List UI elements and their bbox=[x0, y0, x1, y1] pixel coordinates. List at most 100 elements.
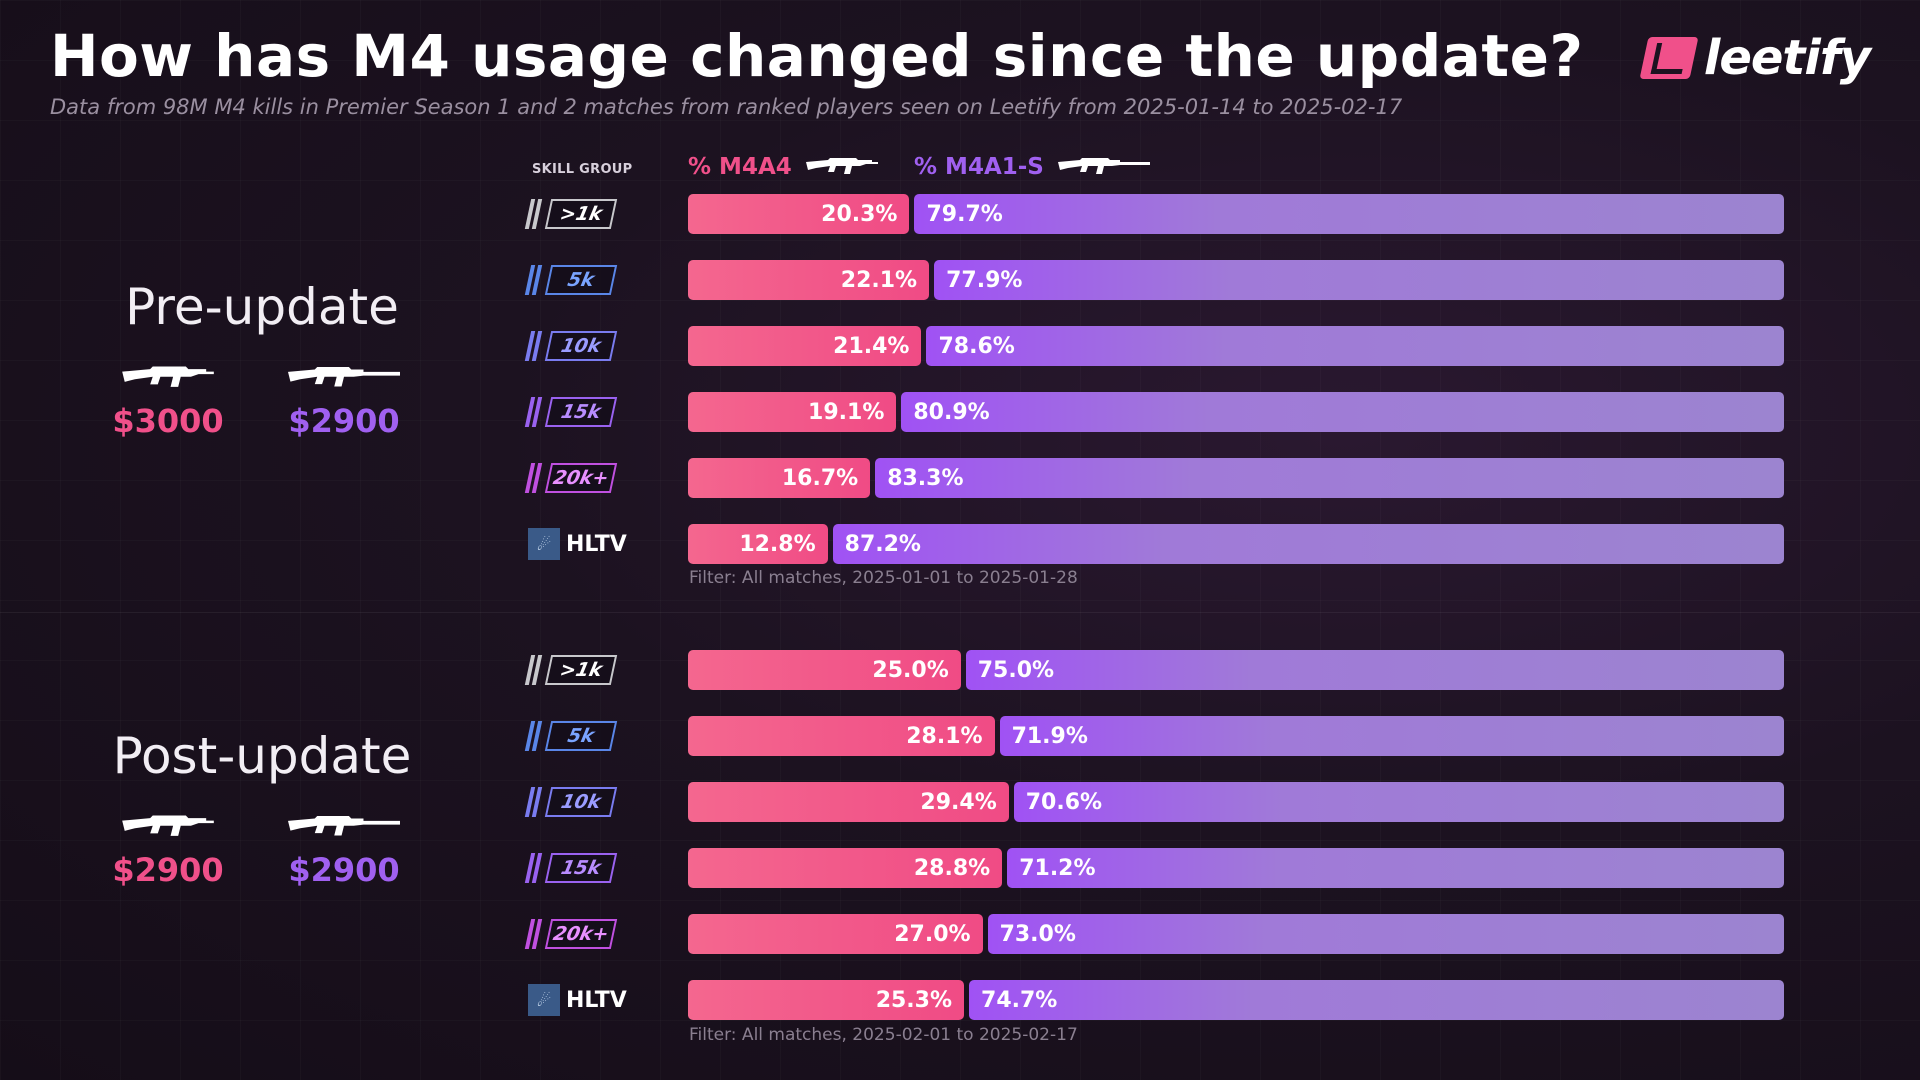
skill-group-badge: >1k bbox=[524, 655, 618, 685]
legend-m4a1s: % M4A1-S bbox=[914, 154, 1150, 180]
chart-row: 20k+ 27.0% 73.0% bbox=[524, 914, 1784, 954]
bar-m4a1s: 79.7% bbox=[914, 194, 1784, 234]
stacked-bar: 22.1% 77.9% bbox=[688, 260, 1784, 300]
rank-stripes-icon bbox=[524, 463, 544, 493]
bar-m4a4: 28.8% bbox=[688, 848, 1003, 888]
category-label: 15k bbox=[544, 397, 618, 427]
filter-note-post: Filter: All matches, 2025-02-01 to 2025-… bbox=[689, 1025, 1078, 1045]
price-post-m4a1s: $2900 bbox=[284, 813, 404, 889]
skill-group-badge: 5k bbox=[524, 265, 618, 295]
page-subtitle: Data from 98M M4 kills in Premier Season… bbox=[50, 95, 1403, 119]
bar-m4a4: 27.0% bbox=[688, 914, 983, 954]
rank-stripes-icon bbox=[524, 397, 544, 427]
legend-m4a4: % M4A4 bbox=[688, 154, 878, 180]
price-pre-m4a1s-value: $2900 bbox=[288, 402, 400, 440]
price-post-m4a4-value: $2900 bbox=[112, 851, 224, 889]
category-label: HLTV bbox=[566, 987, 627, 1013]
bar-m4a4: 19.1% bbox=[688, 392, 897, 432]
stacked-bar: 20.3% 79.7% bbox=[688, 194, 1784, 234]
bar-m4a1s: 74.7% bbox=[969, 980, 1784, 1020]
stacked-bar: 19.1% 80.9% bbox=[688, 392, 1784, 432]
category-label: 5k bbox=[544, 721, 618, 751]
bar-m4a4: 20.3% bbox=[688, 194, 910, 234]
chart-row: >1k 20.3% 79.7% bbox=[524, 194, 1784, 234]
category-label: 15k bbox=[544, 853, 618, 883]
category-label: 20k+ bbox=[544, 919, 618, 949]
m4a4-rifle-icon bbox=[805, 158, 878, 174]
leetify-logo-text: leetify bbox=[1703, 30, 1871, 86]
skill-group-header: SKILL GROUP bbox=[532, 162, 633, 177]
bar-m4a1s: 83.3% bbox=[875, 458, 1784, 498]
rank-stripes-icon bbox=[524, 655, 544, 685]
m4a1s-rifle-icon bbox=[288, 816, 400, 836]
stacked-bar: 25.3% 74.7% bbox=[688, 980, 1784, 1020]
chart-row: 10k 29.4% 70.6% bbox=[524, 782, 1784, 822]
rank-stripes-icon bbox=[524, 331, 544, 361]
category-label: 10k bbox=[544, 787, 618, 817]
m4a1s-rifle-icon bbox=[288, 367, 400, 387]
hltv-logo-icon: ☄ bbox=[528, 528, 560, 560]
bar-m4a4: 25.0% bbox=[688, 650, 961, 690]
chart-row: ☄ HLTV 12.8% 87.2% bbox=[528, 524, 1784, 564]
skill-group-badge: 5k bbox=[524, 721, 618, 751]
rank-stripes-icon bbox=[524, 199, 544, 229]
page-title: How has M4 usage changed since the updat… bbox=[50, 22, 1584, 90]
hltv-badge: ☄ HLTV bbox=[528, 528, 638, 560]
rank-stripes-icon bbox=[524, 853, 544, 883]
chart-row: 5k 22.1% 77.9% bbox=[524, 260, 1784, 300]
bar-m4a4: 16.7% bbox=[688, 458, 871, 498]
bar-m4a4: 12.8% bbox=[688, 524, 828, 564]
price-post-m4a4: $2900 bbox=[108, 813, 228, 889]
stacked-bar: 21.4% 78.6% bbox=[688, 326, 1784, 366]
legend-m4a1s-label: % M4A1-S bbox=[914, 154, 1044, 180]
chart-row: >1k 25.0% 75.0% bbox=[524, 650, 1784, 690]
section-title-post: Post-update bbox=[112, 727, 412, 785]
bar-m4a1s: 71.2% bbox=[1007, 848, 1784, 888]
category-label: >1k bbox=[544, 199, 618, 229]
hltv-badge: ☄ HLTV bbox=[528, 984, 638, 1016]
chart-row: 5k 28.1% 71.9% bbox=[524, 716, 1784, 756]
price-post-m4a1s-value: $2900 bbox=[288, 851, 400, 889]
chart-row: 15k 28.8% 71.2% bbox=[524, 848, 1784, 888]
stacked-bar: 29.4% 70.6% bbox=[688, 782, 1784, 822]
price-pre-m4a4: $3000 bbox=[108, 364, 228, 440]
bar-m4a4: 25.3% bbox=[688, 980, 965, 1020]
skill-group-badge: >1k bbox=[524, 199, 618, 229]
m4a4-rifle-icon bbox=[122, 815, 214, 836]
m4a1s-rifle-icon bbox=[1057, 158, 1150, 174]
bar-m4a1s: 70.6% bbox=[1013, 782, 1784, 822]
price-pre-m4a1s: $2900 bbox=[284, 364, 404, 440]
bar-m4a1s: 71.9% bbox=[999, 716, 1784, 756]
skill-group-badge: 20k+ bbox=[524, 463, 618, 493]
chart-row: ☄ HLTV 25.3% 74.7% bbox=[528, 980, 1784, 1020]
bar-m4a4: 29.4% bbox=[688, 782, 1009, 822]
bar-m4a4: 21.4% bbox=[688, 326, 922, 366]
bar-m4a1s: 87.2% bbox=[832, 524, 1784, 564]
rank-stripes-icon bbox=[524, 721, 544, 751]
section-title-pre: Pre-update bbox=[125, 278, 399, 336]
skill-group-badge: 15k bbox=[524, 853, 618, 883]
stacked-bar: 16.7% 83.3% bbox=[688, 458, 1784, 498]
rank-stripes-icon bbox=[524, 787, 544, 817]
category-label: 5k bbox=[544, 265, 618, 295]
category-label: 10k bbox=[544, 331, 618, 361]
bar-m4a4: 22.1% bbox=[688, 260, 930, 300]
chart-row: 10k 21.4% 78.6% bbox=[524, 326, 1784, 366]
bar-m4a1s: 75.0% bbox=[965, 650, 1784, 690]
rank-stripes-icon bbox=[524, 919, 544, 949]
category-label: HLTV bbox=[566, 531, 627, 557]
m4a4-rifle-icon bbox=[122, 366, 214, 387]
chart-row: 20k+ 16.7% 83.3% bbox=[524, 458, 1784, 498]
rank-stripes-icon bbox=[524, 265, 544, 295]
hltv-logo-icon: ☄ bbox=[528, 984, 560, 1016]
skill-group-badge: 20k+ bbox=[524, 919, 618, 949]
section-divider bbox=[0, 612, 1920, 613]
bar-m4a1s: 77.9% bbox=[934, 260, 1784, 300]
skill-group-badge: 10k bbox=[524, 331, 618, 361]
leetify-logo-icon bbox=[1639, 37, 1699, 79]
skill-group-badge: 15k bbox=[524, 397, 618, 427]
stacked-bar: 28.1% 71.9% bbox=[688, 716, 1784, 756]
stacked-bar: 27.0% 73.0% bbox=[688, 914, 1784, 954]
bar-m4a1s: 80.9% bbox=[901, 392, 1784, 432]
stacked-bar: 28.8% 71.2% bbox=[688, 848, 1784, 888]
